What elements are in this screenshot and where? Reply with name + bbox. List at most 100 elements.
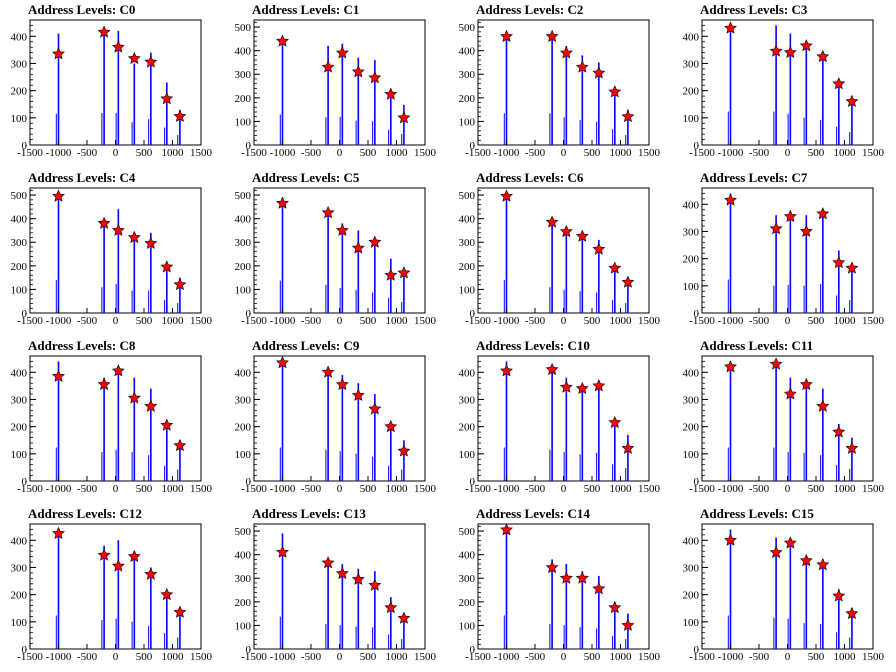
x-tick-label: -500 <box>749 483 770 495</box>
star-marker <box>832 255 846 269</box>
star-marker <box>384 600 398 614</box>
x-tick-label: 0 <box>561 651 567 663</box>
chart-panel-8: Address Levels: C8 0 100 200 300 400 -1500 -100… <box>0 336 224 504</box>
x-tick-label: 1500 <box>862 483 885 495</box>
y-tick-label: 0 <box>246 644 252 656</box>
star-marker <box>621 275 635 288</box>
x-tick-label: 0 <box>785 315 791 327</box>
y-tick-label: 0 <box>22 644 28 656</box>
x-tick-label: 500 <box>808 483 825 495</box>
y-tick-label: 0 <box>470 476 476 488</box>
star-marker <box>724 21 737 34</box>
x-tick-label: -1500 <box>465 483 491 495</box>
x-tick-label: 1500 <box>862 315 885 327</box>
star-marker <box>724 360 737 373</box>
star-marker <box>769 222 783 235</box>
star-marker <box>276 545 289 558</box>
y-tick-label: 400 <box>683 31 700 43</box>
y-tick-label: 100 <box>459 620 476 632</box>
star-marker <box>144 567 158 580</box>
x-tick-label: 0 <box>337 315 343 327</box>
star-marker <box>845 261 859 274</box>
y-tick-label: 0 <box>22 476 28 488</box>
y-tick-label: 500 <box>459 526 476 538</box>
star-marker <box>621 109 635 123</box>
chart-svg-0: Address Levels: C0 0 100 200 300 400 -1500 -100… <box>11 2 213 159</box>
star-marker <box>173 438 187 452</box>
x-tick-label: -1000 <box>270 315 296 327</box>
star-marker <box>575 60 589 73</box>
y-tick-label: 400 <box>11 535 28 547</box>
x-tick-label: -1500 <box>465 147 491 159</box>
x-tick-label: 1500 <box>414 651 437 663</box>
star-marker <box>832 589 846 602</box>
x-tick-label: -1500 <box>241 147 267 159</box>
x-tick-label: -1500 <box>17 651 43 663</box>
y-tick-label: 100 <box>683 113 700 125</box>
chart-svg-4: Address Levels: C40100200300400500-1500-… <box>11 170 213 327</box>
star-marker <box>160 587 174 601</box>
x-tick-label: 1000 <box>386 315 409 327</box>
panel-title: Address Levels: C9 <box>252 338 360 353</box>
y-tick-label: 300 <box>459 394 476 406</box>
star-marker <box>351 65 365 78</box>
chart-svg-7: Address Levels: C7 0 100 200 300 400 -1500 -100… <box>683 170 885 327</box>
star-marker <box>500 523 513 536</box>
star-marker <box>52 369 65 382</box>
star-marker <box>799 39 813 52</box>
x-tick-label: -1000 <box>270 651 296 663</box>
star-marker <box>397 266 411 279</box>
x-tick-label: -1000 <box>494 315 520 327</box>
x-tick-label: -1000 <box>46 483 72 495</box>
x-tick-label: -1500 <box>689 483 715 495</box>
x-tick-label: 500 <box>360 651 377 663</box>
x-tick-label: -1500 <box>689 147 715 159</box>
panel-title: Address Levels: C3 <box>700 2 808 17</box>
x-tick-label: 1500 <box>414 315 437 327</box>
y-tick-label: 200 <box>683 254 700 266</box>
star-marker <box>127 549 141 563</box>
star-marker <box>769 357 783 370</box>
chart-svg-1: Address Levels: C10100200300400500-1500-… <box>235 2 437 159</box>
star-marker <box>97 25 111 38</box>
star-marker <box>500 29 513 42</box>
y-tick-label: 0 <box>694 140 700 152</box>
x-tick-label: 1000 <box>162 651 185 663</box>
x-tick-label: -1000 <box>494 651 520 663</box>
star-marker <box>816 49 830 63</box>
star-marker <box>127 51 141 65</box>
star-marker <box>321 60 335 73</box>
star-marker <box>276 34 289 47</box>
x-tick-label: 1000 <box>610 315 633 327</box>
y-tick-label: 400 <box>235 214 252 226</box>
y-tick-label: 400 <box>459 550 476 562</box>
star-marker <box>559 380 573 393</box>
y-tick-label: 100 <box>235 449 252 461</box>
y-tick-label: 0 <box>470 644 476 656</box>
panel-title: Address Levels: C2 <box>476 2 583 17</box>
y-tick-label: 300 <box>683 58 700 70</box>
panel-title: Address Levels: C1 <box>252 2 359 17</box>
y-tick-label: 300 <box>235 394 252 406</box>
x-tick-label: 1000 <box>386 483 409 495</box>
chart-svg-15: Address Levels: C15 0 100 200 300 400 -1500 -10… <box>683 506 885 663</box>
star-marker <box>816 558 830 571</box>
x-tick-label: -1500 <box>17 315 43 327</box>
x-tick-label: 500 <box>584 315 601 327</box>
chart-panel-5: Address Levels: C5 0 100 200 300 400 500 -1500-… <box>224 168 448 336</box>
star-marker <box>608 85 622 98</box>
y-tick-label: 100 <box>235 620 252 632</box>
y-tick-label: 400 <box>235 367 252 379</box>
x-tick-label: 1000 <box>386 147 409 159</box>
star-marker <box>783 45 797 59</box>
chart-svg-5: Address Levels: C50100200300400500-1500-… <box>235 170 437 327</box>
x-tick-label: -500 <box>301 147 322 159</box>
y-tick-label: 400 <box>11 31 28 43</box>
axes-frame <box>29 187 202 314</box>
x-tick-label: -1500 <box>17 147 43 159</box>
y-tick-label: 100 <box>459 449 476 461</box>
y-tick-label: 0 <box>246 140 252 152</box>
star-marker <box>845 606 859 620</box>
y-tick-label: 100 <box>683 281 700 293</box>
